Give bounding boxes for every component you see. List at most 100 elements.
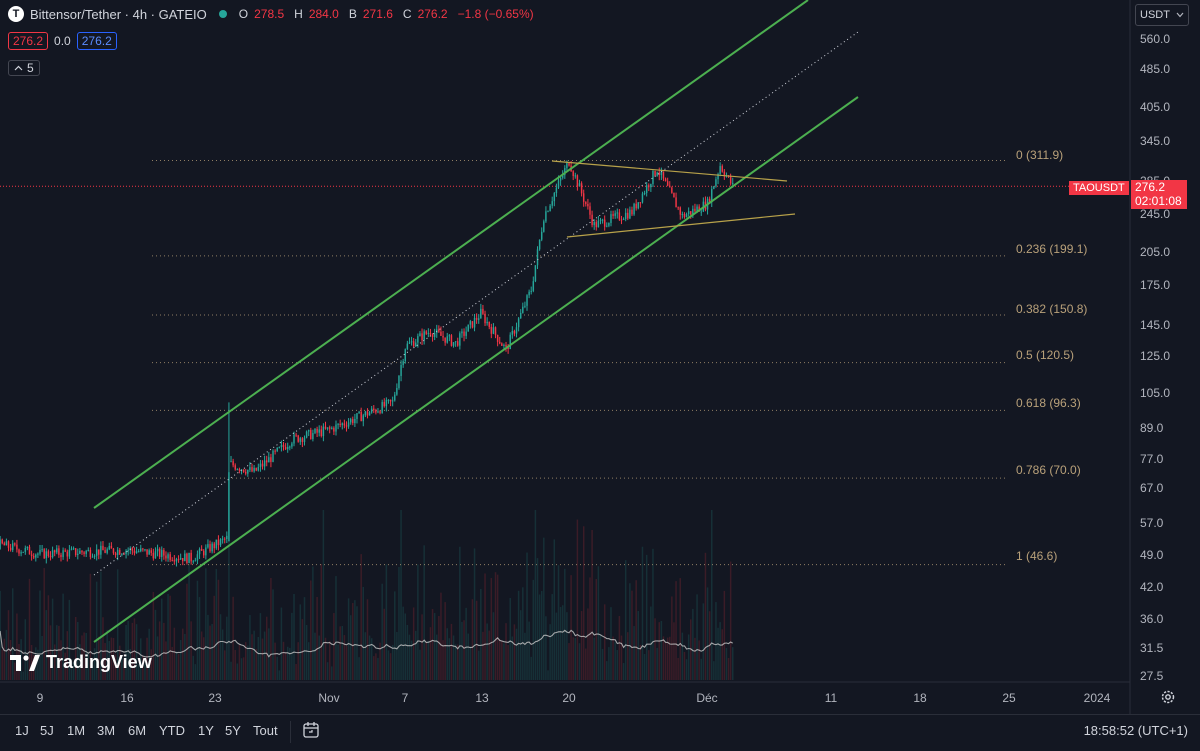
range-button-1y[interactable]: 1Y [198, 723, 214, 738]
candle-body [379, 411, 381, 413]
range-button-6m[interactable]: 6M [128, 723, 147, 738]
volume-bar [37, 649, 39, 680]
candle-body [375, 410, 377, 413]
candle-body [509, 334, 511, 350]
volume-bar [543, 537, 545, 680]
range-button-3m[interactable]: 3M [97, 723, 116, 738]
candle-body [320, 429, 323, 437]
volume-bar [87, 651, 90, 680]
channel-lower-line[interactable] [93, 96, 859, 643]
volume-bar [488, 630, 490, 680]
calendar-icon[interactable] [302, 721, 320, 739]
price-chart[interactable] [0, 0, 1200, 714]
volume-bar [480, 588, 482, 680]
volume-bar [578, 643, 581, 680]
volume-bar [1, 649, 3, 680]
candle-body [352, 419, 354, 424]
bid-price[interactable]: 276.2 [8, 32, 49, 50]
volume-bar [522, 587, 524, 680]
volume-bar [177, 654, 180, 680]
candle-body [648, 185, 650, 188]
candle-body [247, 469, 249, 474]
volume-bar [335, 576, 337, 680]
candle-body [622, 218, 625, 220]
price-tick: 57.0 [1140, 516, 1164, 530]
candle-body [45, 551, 48, 559]
candle-body [421, 333, 423, 341]
range-button-all[interactable]: Tout [253, 723, 278, 738]
triangle-lower-line[interactable] [566, 213, 796, 238]
channel-median-line[interactable] [93, 31, 859, 576]
volume-bar [190, 621, 192, 680]
channel-upper-line[interactable] [93, 0, 809, 509]
candle-body [83, 552, 85, 554]
candle-body [427, 332, 430, 334]
ascending-channel[interactable] [93, 0, 859, 643]
volume-bar [238, 644, 241, 680]
candle-body [582, 193, 585, 202]
volume-bar [137, 664, 140, 680]
candle-body [433, 333, 436, 338]
date-tick: 16 [120, 691, 134, 705]
fibonacci-retracement[interactable] [152, 159, 1008, 566]
volume-bar [394, 591, 396, 680]
indicators-toggle[interactable]: 5 [8, 60, 40, 76]
candle-body [637, 202, 640, 209]
chevron-down-icon [1176, 12, 1184, 18]
tradingview-logo[interactable]: TradingView [10, 652, 152, 673]
candle-body [24, 548, 27, 552]
market-status-icon[interactable] [218, 10, 227, 18]
volume-bar [192, 655, 194, 680]
volume-bar [599, 635, 602, 680]
triangle-upper-line[interactable] [551, 160, 788, 182]
range-button-5y[interactable]: 5Y [225, 723, 241, 738]
volume-bar [228, 510, 230, 680]
range-button-ytd[interactable]: YTD [159, 723, 185, 738]
candle-body [156, 548, 159, 552]
volume-bar [671, 596, 673, 680]
candle-body [597, 220, 600, 228]
volume-bar [53, 644, 56, 680]
triangle-pattern[interactable] [551, 160, 796, 238]
price-tick: 89.0 [1140, 421, 1164, 435]
volume-bar [280, 607, 283, 680]
range-button-5d[interactable]: 5J [40, 723, 54, 738]
volume-bar [459, 546, 461, 680]
volume-bar [98, 636, 100, 680]
candle-body [549, 205, 551, 212]
symbol-legend[interactable]: T Bittensor/Tether · 4h · GATEIO O 278.5 … [8, 6, 538, 22]
candle-body [72, 548, 75, 550]
indicators-collapse-button[interactable]: 5 [8, 60, 40, 76]
volume-bar [242, 657, 245, 680]
candle-body [446, 336, 448, 343]
symbol-title[interactable]: Bittensor/Tether · 4h · GATEIO [30, 6, 207, 22]
candle-body [108, 545, 111, 550]
candle-body [448, 335, 451, 337]
candle-body [213, 543, 215, 549]
volume-bar [555, 612, 558, 680]
candle-body [675, 197, 677, 208]
candle-body [175, 559, 178, 562]
volume-bar [704, 552, 707, 680]
candle-body [532, 281, 535, 291]
candle-body [77, 553, 79, 556]
candle-body [559, 177, 562, 181]
volume-bar [268, 628, 270, 680]
clock-timezone[interactable]: 18:58:52 (UTC+1) [1083, 723, 1188, 738]
volume-bar [528, 621, 530, 680]
range-button-1d[interactable]: 1J [15, 723, 29, 738]
ask-price[interactable]: 276.2 [76, 32, 117, 50]
candle-body [402, 361, 404, 365]
volume-bar [148, 628, 150, 680]
date-tick: 18 [913, 691, 927, 705]
volume-bar [721, 629, 723, 680]
price-tick: 560.0 [1140, 32, 1171, 46]
volume-bar [56, 625, 58, 680]
gear-icon[interactable] [1160, 689, 1176, 705]
range-button-1m[interactable]: 1M [67, 723, 86, 738]
volume-bar [265, 616, 268, 680]
currency-selector[interactable]: USDT [1135, 4, 1189, 26]
volume-bar [582, 526, 585, 680]
candle-body [354, 418, 356, 424]
volume-bar [429, 627, 432, 680]
